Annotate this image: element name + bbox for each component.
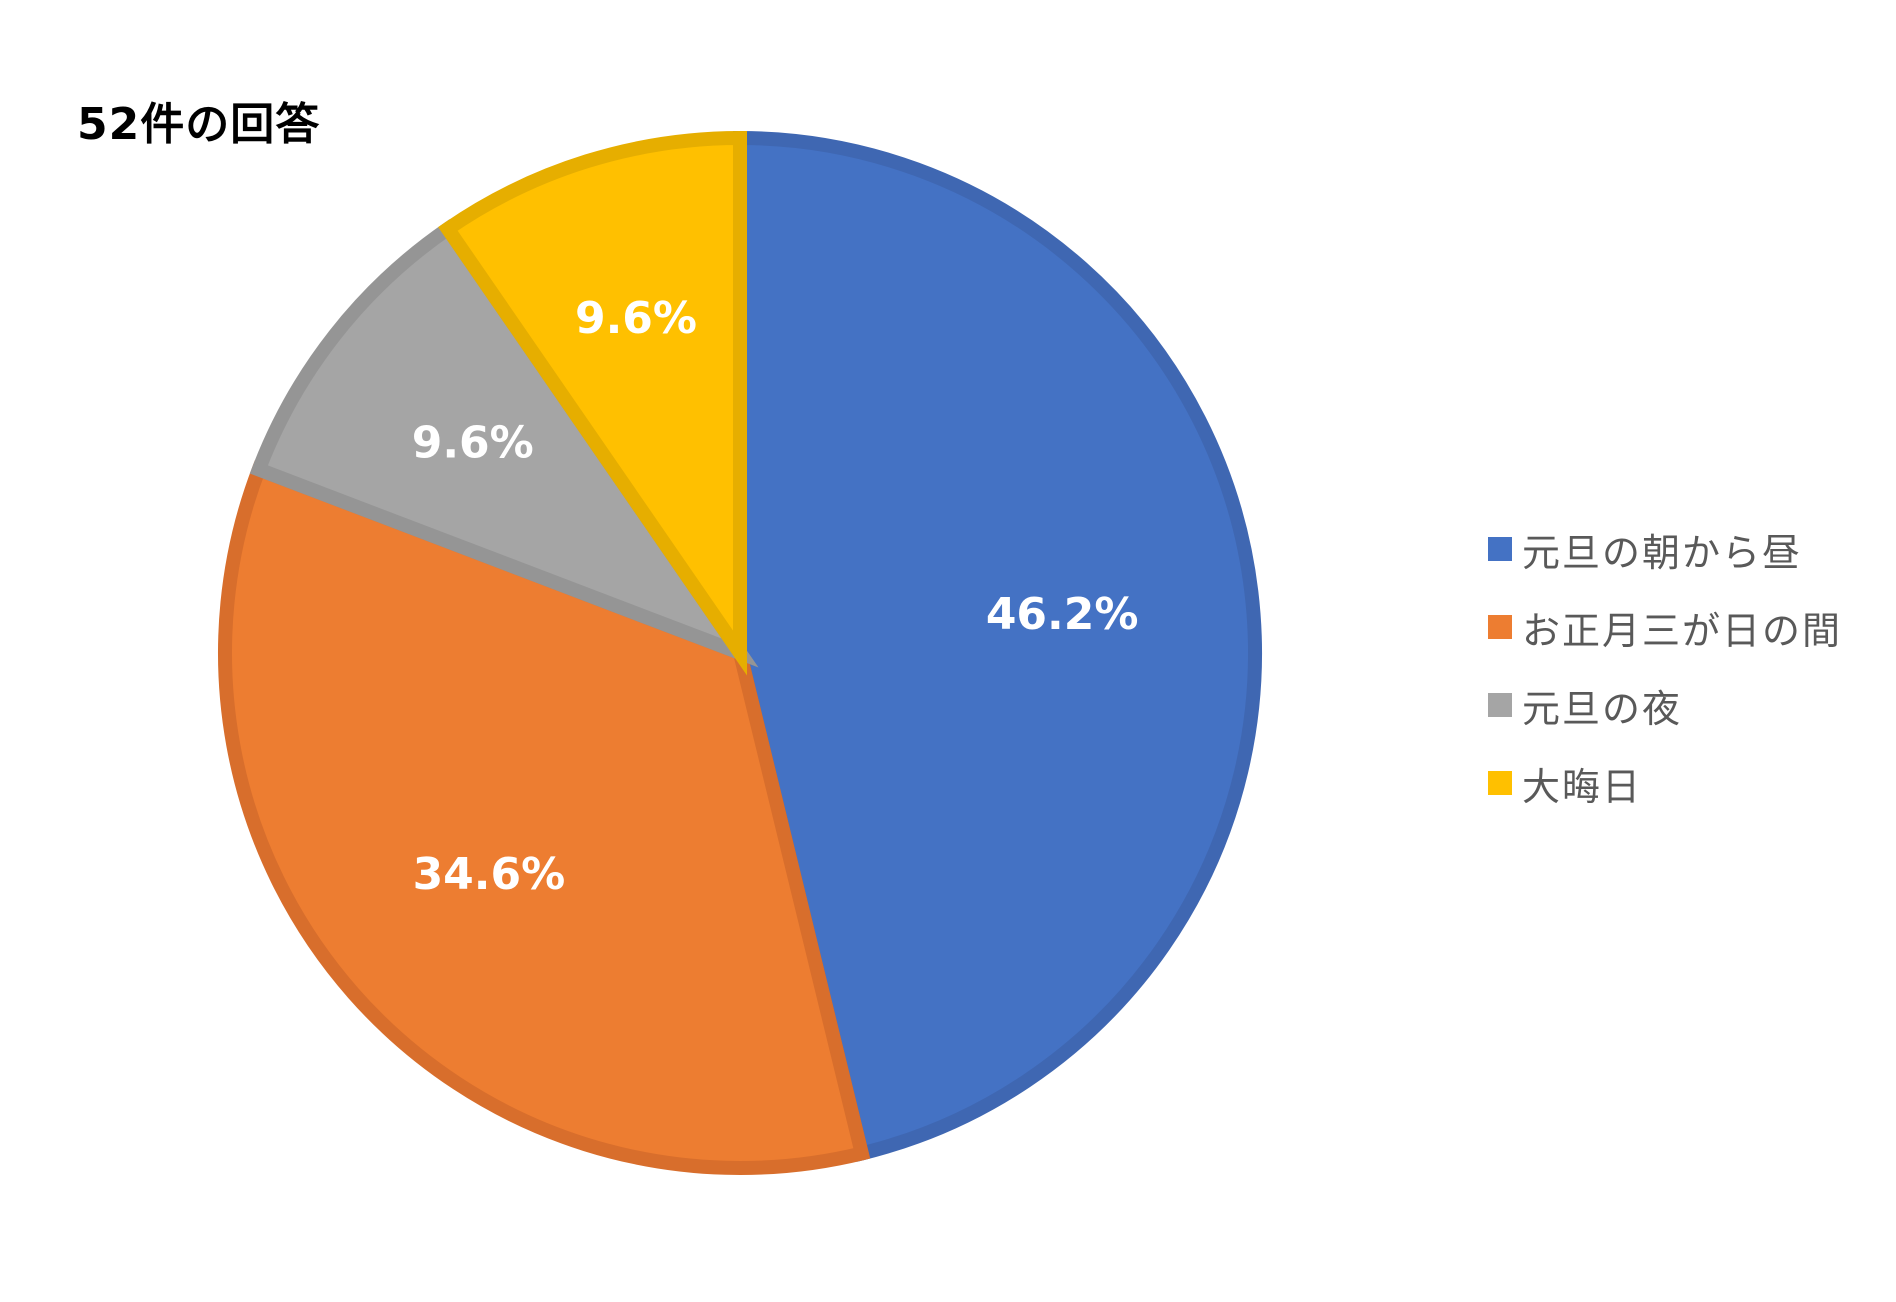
pie-slice-3 <box>249 219 759 668</box>
legend-label-4: 大晦日 <box>1522 764 1643 809</box>
legend-label-2: お正月三が日の間 <box>1522 608 1843 653</box>
legend-item-4: 大晦日 <box>1488 744 1842 822</box>
legend-item-3: 元旦の夜 <box>1488 666 1842 744</box>
legend-swatch-2 <box>1488 615 1512 639</box>
data-label-3: 9.6% <box>412 417 534 468</box>
legend-item-1: 元旦の朝から昼 <box>1488 510 1842 588</box>
pie-slice-1 <box>733 130 1262 1162</box>
data-label-2: 34.6% <box>413 849 566 900</box>
legend-swatch-4 <box>1488 771 1512 795</box>
legend-item-2: お正月三が日の間 <box>1488 588 1842 666</box>
legend-swatch-3 <box>1488 693 1512 717</box>
chart-title: 52件の回答 <box>77 99 321 150</box>
legend-label-3: 元旦の夜 <box>1522 686 1683 731</box>
data-label-4: 9.6% <box>575 293 697 344</box>
legend-label-1: 元旦の朝から昼 <box>1522 530 1803 575</box>
pie-slice-4 <box>438 130 747 676</box>
legend-swatch-1 <box>1488 537 1512 561</box>
data-label-1: 46.2% <box>986 589 1139 640</box>
legend: 元旦の朝から昼 お正月三が日の間 元旦の夜大晦日 <box>1488 510 1842 822</box>
